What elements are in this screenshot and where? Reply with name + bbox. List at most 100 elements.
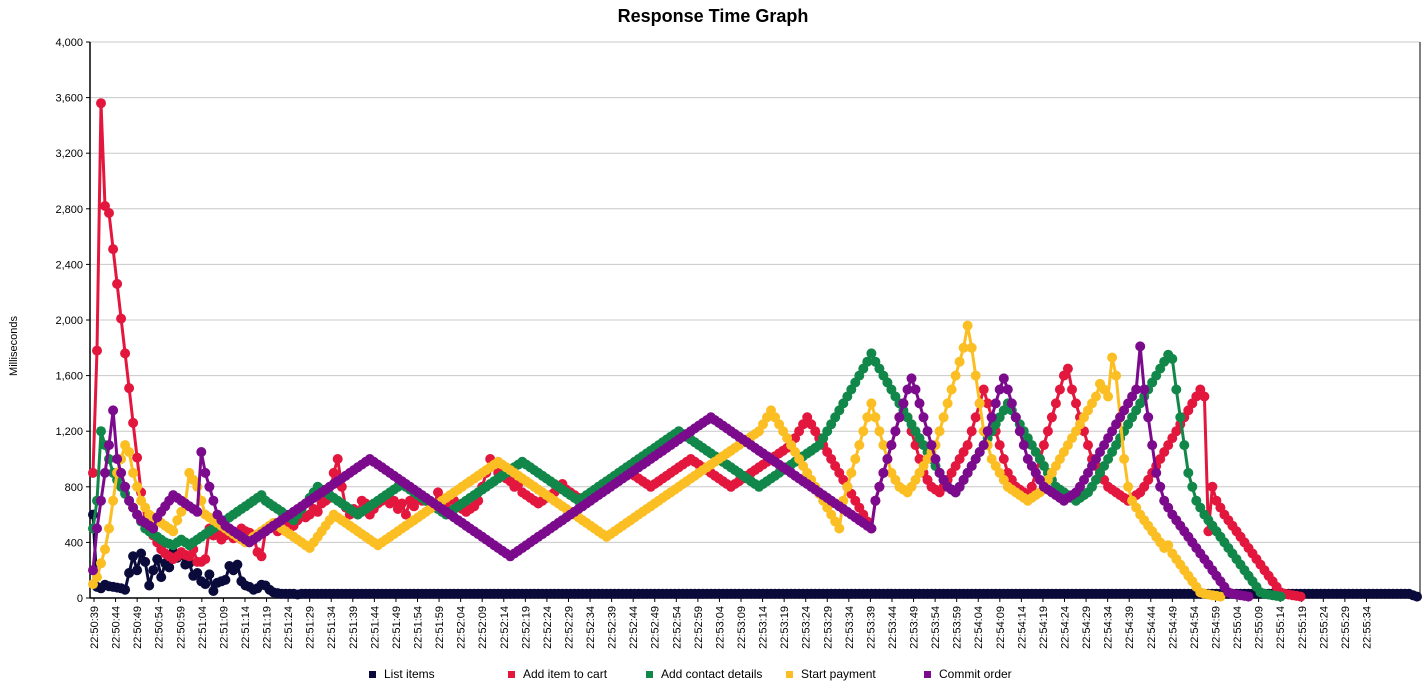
x-tick-label: 22:51:19 (262, 606, 274, 649)
y-tick-label: 2,400 (55, 259, 83, 271)
legend-item: Start payment (786, 667, 876, 681)
data-point (116, 313, 127, 324)
data-point (1155, 481, 1166, 492)
data-point (88, 565, 98, 576)
data-point (866, 398, 877, 409)
data-point (1171, 384, 1182, 395)
data-point (1054, 384, 1065, 395)
data-point (966, 342, 977, 353)
data-point (874, 481, 885, 492)
x-tick-label: 22:50:59 (175, 606, 187, 649)
data-point (1038, 440, 1049, 451)
data-point (328, 467, 339, 478)
x-tick-label: 22:53:54 (930, 606, 942, 649)
data-point (882, 454, 893, 464)
x-tick-label: 22:51:44 (369, 606, 381, 649)
data-point (108, 244, 119, 255)
x-tick-label: 22:52:44 (628, 606, 640, 649)
legend-swatch (646, 670, 653, 678)
data-point (148, 565, 159, 576)
data-point (1199, 391, 1210, 402)
y-tick-label: 2,800 (55, 204, 83, 216)
x-tick-label: 22:54:34 (1103, 606, 1115, 649)
data-point (128, 551, 139, 562)
data-point (1295, 591, 1306, 602)
data-point (886, 440, 897, 451)
x-tick-label: 22:54:09 (995, 606, 1007, 649)
data-point (96, 558, 106, 569)
data-point (256, 551, 267, 562)
legend-item: Commit order (924, 667, 1012, 681)
data-point (970, 412, 981, 423)
data-point (132, 481, 143, 492)
x-tick-label: 22:51:24 (283, 606, 295, 649)
data-point (108, 405, 119, 416)
data-point (994, 384, 1005, 395)
data-point (196, 447, 207, 457)
x-tick-label: 22:51:59 (434, 606, 446, 649)
data-point (1215, 591, 1226, 602)
legend-swatch (924, 670, 931, 678)
data-point (1163, 540, 1174, 551)
legend-item: List items (369, 667, 435, 681)
data-point (1175, 412, 1186, 423)
data-point (922, 426, 933, 437)
data-point (312, 506, 323, 517)
x-tick-label: 22:55:09 (1254, 606, 1266, 649)
data-point (842, 481, 853, 492)
x-tick-label: 22:52:39 (607, 606, 619, 649)
data-point (974, 398, 985, 409)
data-point (120, 348, 131, 359)
data-point (96, 426, 106, 437)
x-tick-label: 22:53:19 (779, 606, 791, 649)
data-point (878, 440, 889, 451)
data-point (116, 467, 127, 478)
x-tick-label: 22:53:24 (801, 606, 813, 649)
data-point (124, 447, 135, 457)
legend-label: List items (384, 667, 435, 681)
data-point (104, 523, 114, 534)
x-tick-label: 22:54:39 (1124, 606, 1136, 649)
legend-label: Commit order (939, 667, 1012, 681)
data-point (332, 454, 343, 464)
legend-label: Add item to cart (523, 667, 608, 681)
data-point (1026, 481, 1037, 492)
y-tick-label: 1,600 (55, 371, 83, 383)
data-point (1091, 391, 1101, 402)
data-point (1123, 481, 1134, 492)
data-point (930, 454, 941, 464)
x-tick-label: 22:52:59 (693, 606, 705, 649)
data-point (1067, 384, 1077, 395)
data-point (994, 440, 1005, 451)
data-point (120, 481, 131, 492)
data-point (100, 467, 110, 478)
x-tick-label: 22:51:14 (240, 606, 252, 649)
data-point (962, 440, 973, 451)
data-point (176, 506, 187, 517)
data-point (854, 440, 865, 451)
data-point (1018, 440, 1029, 451)
x-tick-label: 22:52:49 (650, 606, 662, 649)
y-tick-label: 0 (77, 593, 83, 605)
data-point (998, 454, 1009, 464)
data-point (120, 584, 131, 595)
x-tick-label: 22:53:09 (736, 606, 748, 649)
x-tick-label: 22:54:14 (1016, 606, 1028, 649)
x-tick-label: 22:52:19 (520, 606, 532, 649)
data-point (1167, 353, 1178, 364)
data-point (1131, 384, 1142, 395)
data-point (1143, 412, 1154, 423)
x-tick-label: 22:54:24 (1060, 606, 1072, 649)
data-point (136, 548, 147, 559)
data-point (200, 579, 211, 590)
data-point (914, 398, 925, 409)
data-point (1183, 467, 1194, 478)
data-point (388, 495, 399, 506)
data-point (1243, 591, 1254, 602)
legend-swatch (786, 670, 793, 678)
x-tick-label: 22:54:04 (973, 606, 985, 649)
data-point (910, 384, 921, 395)
data-point (978, 440, 989, 451)
x-tick-label: 22:52:54 (671, 606, 683, 649)
data-point (92, 345, 102, 356)
